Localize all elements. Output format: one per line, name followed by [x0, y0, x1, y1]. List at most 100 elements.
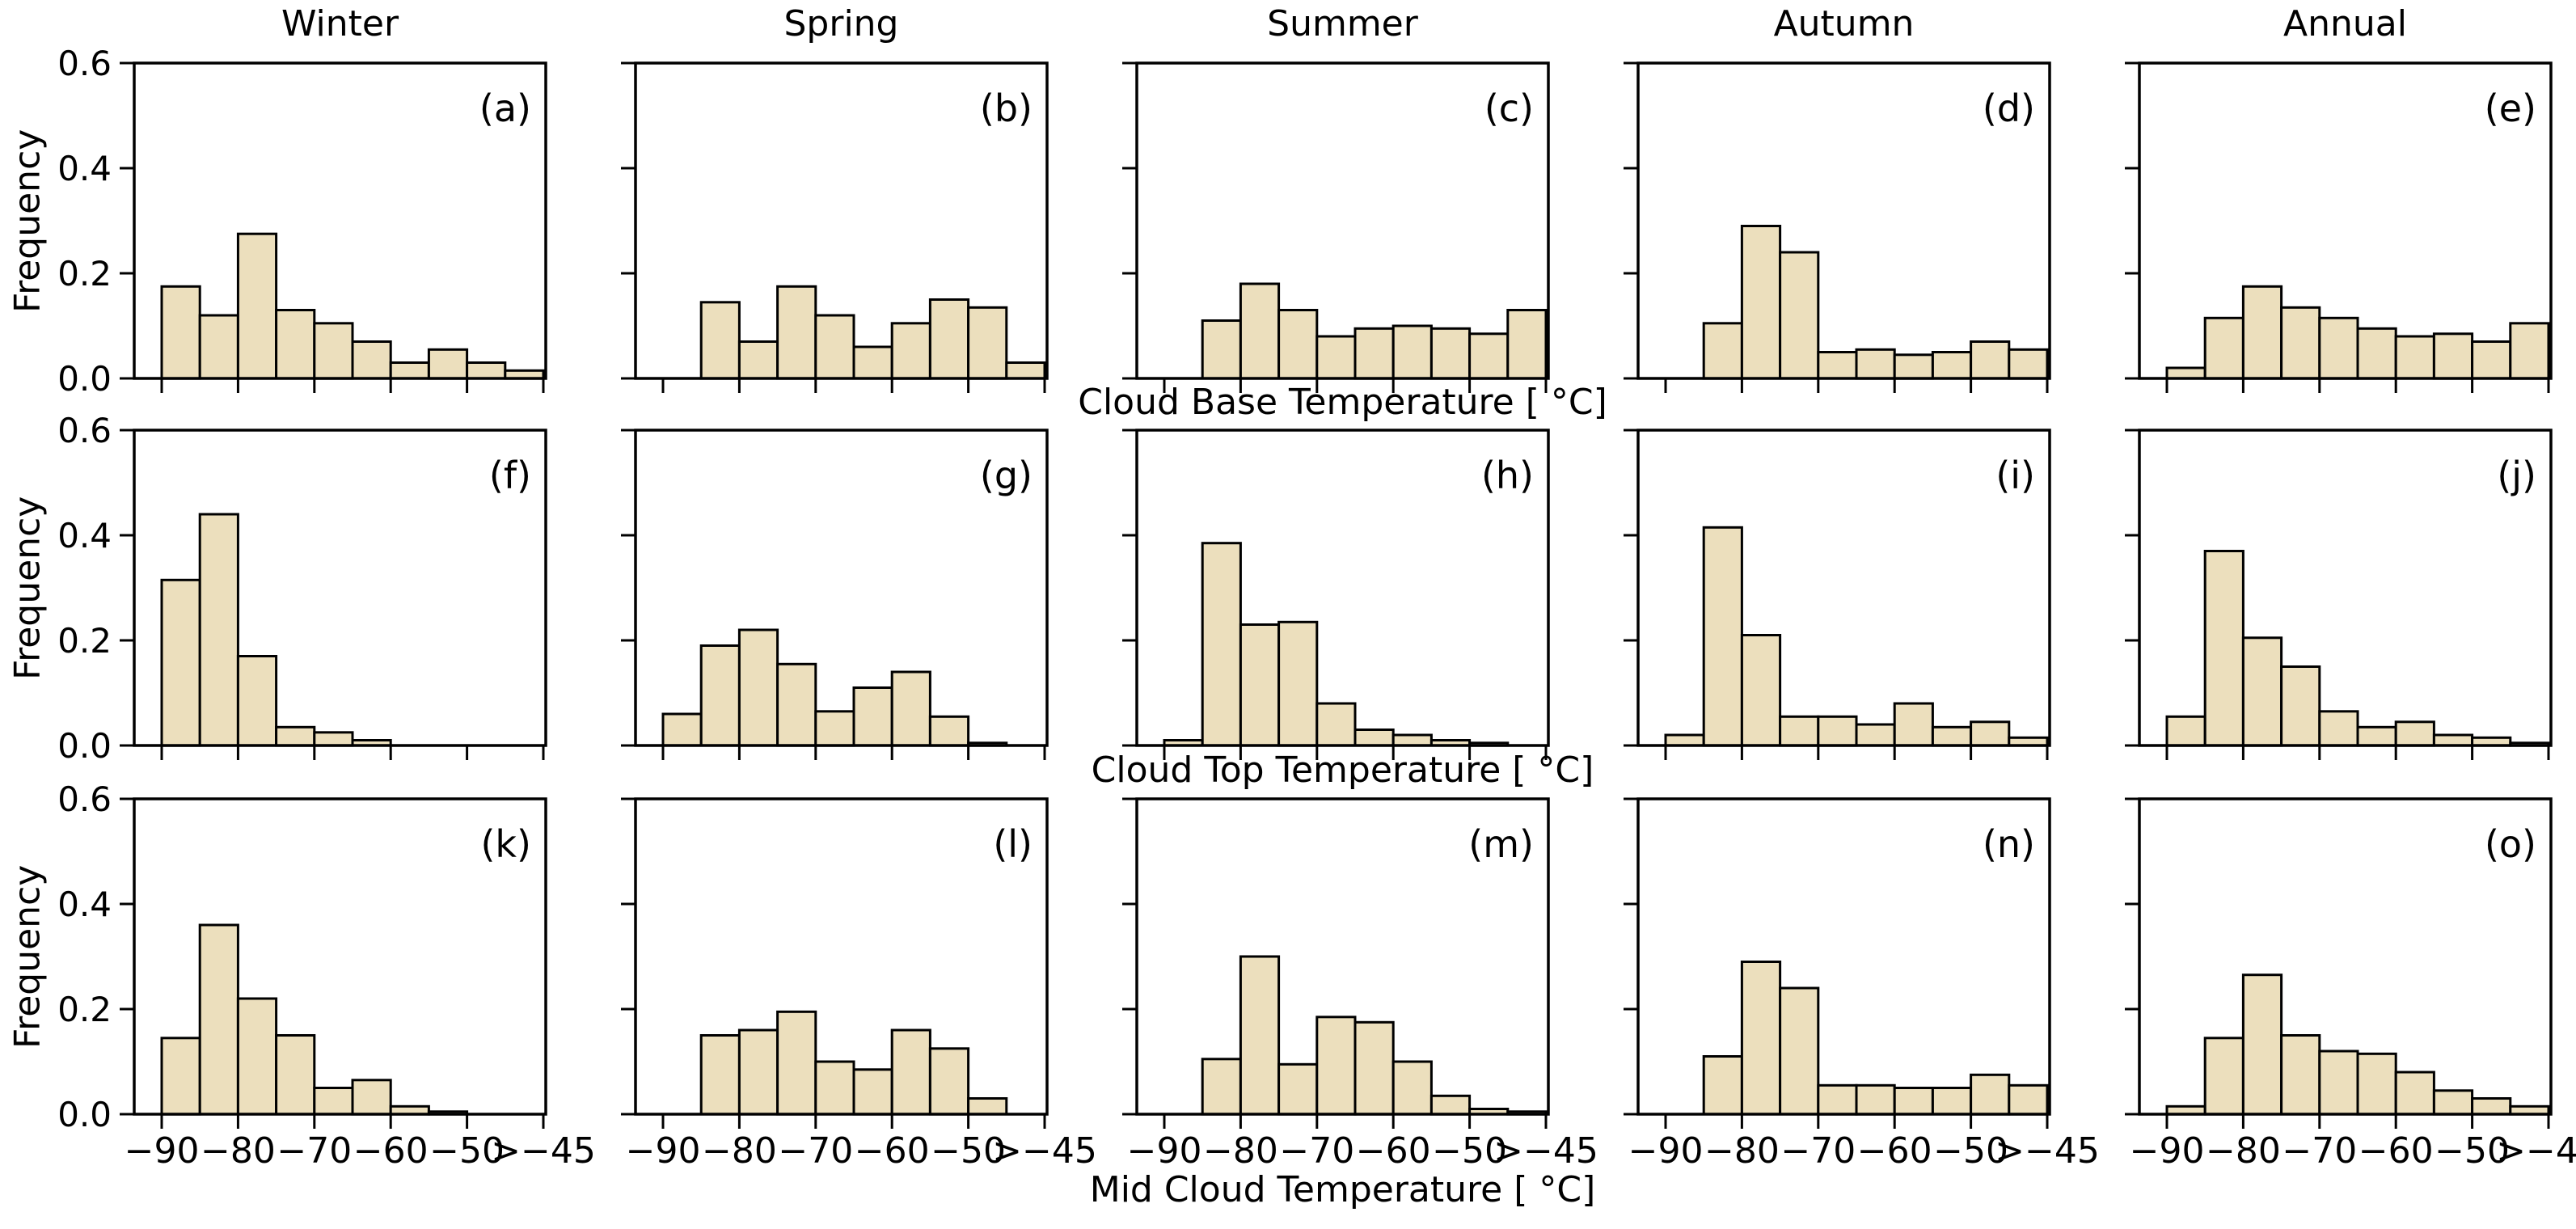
bar-m--80: [1239, 955, 1281, 1116]
bar-o--50: [2471, 1097, 2512, 1116]
x-tick-label: >−45: [1995, 1130, 2100, 1172]
bar-l--50: [967, 1097, 1008, 1116]
axes-border: [133, 61, 547, 380]
axes-border: [1135, 429, 1550, 747]
x-tick-label: −60: [1356, 1130, 1431, 1172]
x-axis-label-cloud-top: Cloud Top Temperature [ °C]: [1091, 750, 1594, 791]
bar-k--70: [313, 1087, 354, 1116]
bar-g--60: [890, 670, 931, 747]
y-tick-label: 0.2: [57, 990, 112, 1029]
x-axis-label-cloud-base: Cloud Base Temperature [ °C]: [1078, 382, 1607, 423]
bar-f--75: [275, 725, 316, 747]
bar-m--70: [1315, 1016, 1357, 1116]
panel-a: 0.0 0.2 0.4 0.6 (a): [57, 44, 547, 399]
x-tick-label: −60: [1857, 1130, 1932, 1172]
bar-k--90: [160, 1037, 201, 1116]
bar-l--75: [776, 1010, 817, 1116]
y-tick-label: 0.6: [57, 44, 112, 83]
bar-i--80: [1740, 634, 1782, 747]
axes-border: [133, 797, 547, 1116]
bar-g--85: [699, 644, 741, 747]
bar-c--75: [1277, 309, 1319, 380]
axes-border: [634, 61, 1049, 380]
x-tick-label: −80: [2206, 1130, 2281, 1172]
x-tick-label: −50: [2435, 1130, 2510, 1172]
y-axis-label-row2: Frequency: [6, 496, 49, 680]
panel-letter-o: (o): [2485, 822, 2536, 866]
bar-d--70: [1817, 351, 1858, 380]
bar-e--60: [2394, 335, 2435, 380]
panel-letter-m: (m): [1468, 822, 1534, 866]
bar-l--55: [928, 1047, 970, 1116]
y-tick-label: 0.0: [57, 1095, 112, 1134]
histogram-a: 0.0 0.2 0.4 0.6 (a): [57, 44, 547, 399]
bar-m--75: [1277, 1062, 1319, 1116]
bar-n--80: [1740, 961, 1782, 1116]
panel-j: (j): [2125, 429, 2553, 760]
y-tick-label: 0.4: [57, 149, 112, 188]
bar-i--75: [1779, 715, 1820, 747]
panel-h: (h): [1122, 429, 1550, 760]
bar-b--75: [776, 285, 817, 380]
bar-i--70: [1817, 715, 1858, 747]
column-title-spring: Spring: [783, 3, 899, 44]
bar-g--90: [661, 712, 703, 747]
bar-g--80: [737, 628, 779, 747]
bar-e--45: [2509, 322, 2550, 380]
x-tick-label: >−45: [992, 1130, 1097, 1172]
bar-d--50: [1970, 340, 2011, 380]
x-tick-label: −90: [1127, 1130, 1202, 1172]
bar-e--75: [2280, 306, 2321, 380]
panel-n: −90 −80 −70 −60 −50 >−45 (n): [1624, 797, 2100, 1172]
bar-n--50: [1970, 1073, 2011, 1116]
y-tick-label: 0.6: [57, 779, 112, 819]
bar-c--60: [1391, 324, 1433, 380]
x-tick-label: −70: [778, 1130, 853, 1172]
panel-letter-c: (c): [1484, 87, 1534, 130]
x-tick-label: −70: [277, 1130, 352, 1172]
bar-f--70: [313, 731, 354, 747]
bar-i--90: [1664, 733, 1705, 747]
bar-h--65: [1353, 729, 1395, 747]
panel-letter-i: (i): [1995, 454, 2035, 497]
bar-o--55: [2432, 1089, 2474, 1116]
bar-j--90: [2165, 715, 2206, 747]
panel-b: (b): [621, 61, 1049, 393]
bar-c--45: [1506, 309, 1548, 380]
axes-border: [2138, 797, 2553, 1116]
bar-g--65: [852, 686, 893, 747]
bar-a--50: [466, 361, 507, 380]
bar-d--75: [1779, 251, 1820, 380]
histogram-b: (b): [621, 61, 1049, 393]
bar-e--55: [2432, 332, 2474, 380]
bar-c--80: [1239, 282, 1281, 380]
bar-o--70: [2318, 1050, 2359, 1116]
histogram-m: −90 −80 −70 −60 −50>−45 (m): [1122, 797, 1598, 1172]
bar-k--75: [275, 1034, 316, 1116]
bar-i--85: [1702, 526, 1743, 747]
x-tick-label: −80: [1203, 1130, 1278, 1172]
bar-n--75: [1779, 986, 1820, 1116]
panel-d: (d): [1624, 61, 2051, 393]
panel-letter-a: (a): [479, 87, 531, 130]
column-title-summer: Summer: [1267, 3, 1418, 44]
bar-a--80: [236, 232, 278, 380]
bar-i--50: [1970, 720, 2011, 747]
panel-letter-e: (e): [2485, 87, 2536, 130]
bar-m--55: [1429, 1094, 1472, 1116]
bar-b--80: [737, 340, 779, 380]
y-tick-label: 0.0: [57, 359, 112, 399]
x-tick-label: −70: [1780, 1130, 1856, 1172]
bar-k--80: [236, 997, 278, 1116]
panel-letter-n: (n): [1983, 822, 2035, 866]
column-title-winter: Winter: [281, 3, 399, 44]
column-title-autumn: Autumn: [1773, 3, 1915, 44]
bar-k--85: [198, 923, 239, 1116]
panel-m: −90 −80 −70 −60 −50 >−45 (m): [1122, 797, 1598, 1172]
bar-e--70: [2318, 316, 2359, 380]
histogram-k: −90 −80 −70 −60 −50>−45 0.0 0.2 0.4 0.6 (k): [57, 779, 596, 1172]
axes-border: [1636, 429, 2051, 747]
bar-a--90: [160, 285, 201, 380]
axes-border: [1135, 797, 1550, 1116]
histogram-j: (j): [2125, 429, 2553, 760]
